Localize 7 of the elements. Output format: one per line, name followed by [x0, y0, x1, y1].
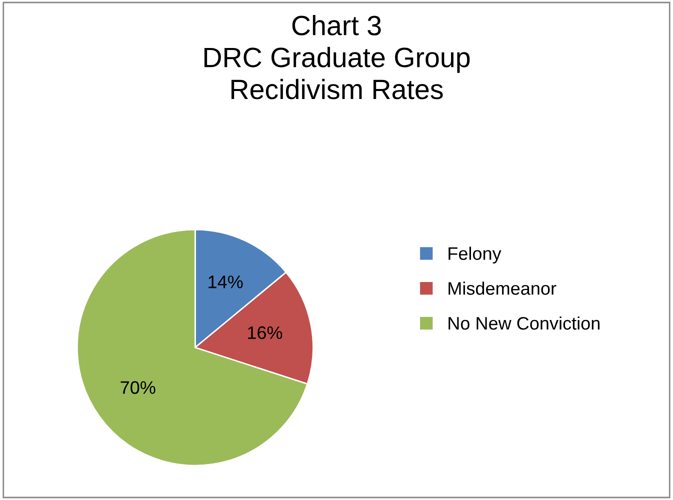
data-label: 14% [208, 276, 243, 288]
chart-title: Chart 3 DRC Graduate Group Recidivism Rates [204, 15, 470, 100]
data-label: 70% [120, 381, 156, 394]
data-label: 16% [248, 326, 282, 340]
legend-label: No New Conviction [448, 316, 600, 330]
legend-label: Felony [448, 246, 502, 264]
legend-label: Misdemeanor [448, 282, 556, 295]
